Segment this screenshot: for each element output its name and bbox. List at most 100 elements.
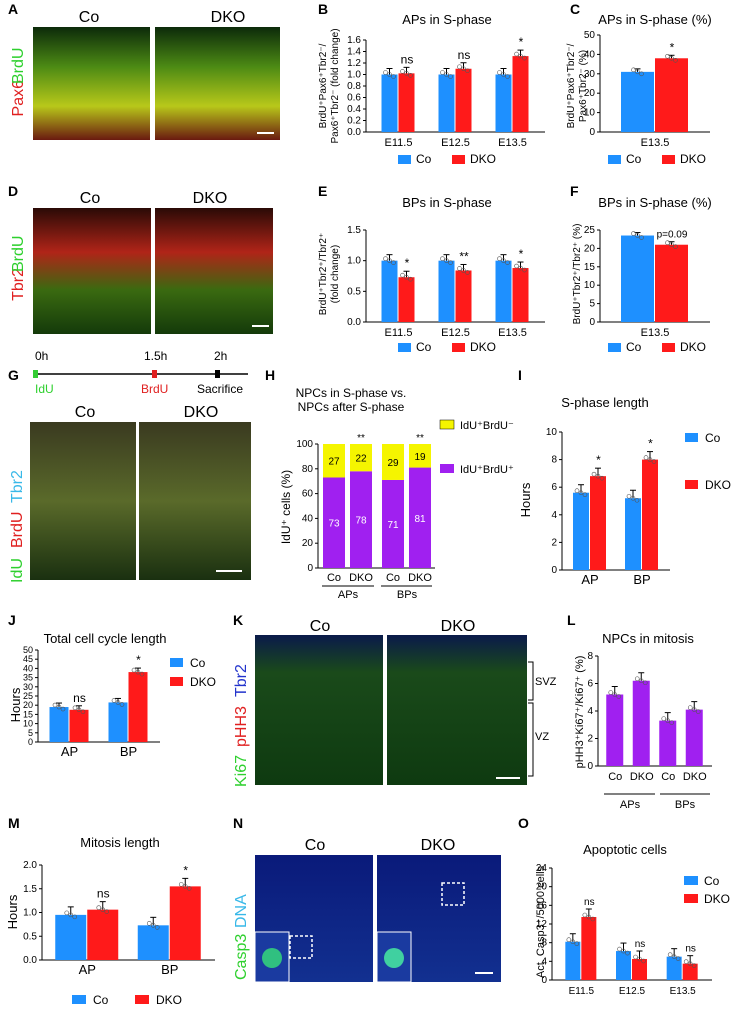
significance-label: * xyxy=(183,863,188,877)
data-point xyxy=(617,946,622,952)
bar-segment xyxy=(382,479,404,568)
y-tick-label: 40 xyxy=(584,49,596,60)
timeline-label: BrdU xyxy=(141,382,168,396)
bar-segment xyxy=(382,444,404,480)
significance-label: * xyxy=(648,437,653,451)
legend-swatch-dko xyxy=(685,480,698,489)
panel-letter: E xyxy=(318,183,327,199)
y-tick-label: 0.8 xyxy=(347,81,361,92)
chart-title: Total cell cycle length xyxy=(44,631,167,646)
data-point xyxy=(104,909,110,914)
data-point xyxy=(638,678,644,684)
y-tick-label: 0.4 xyxy=(347,104,361,115)
bar xyxy=(573,492,589,570)
micrograph-co xyxy=(30,422,136,580)
group-label: BPs xyxy=(397,589,418,601)
bar-segment xyxy=(323,444,345,478)
data-point xyxy=(387,72,392,77)
micrograph-co xyxy=(255,635,383,785)
bar xyxy=(495,260,512,322)
legend-label-dko: DKO xyxy=(704,892,730,906)
data-point xyxy=(497,70,502,75)
bar xyxy=(55,914,87,960)
legend-swatch-dko xyxy=(452,343,465,352)
timeline-time: 0h xyxy=(35,349,48,363)
y-axis-label: BrdU⁺Pax6⁺Tbr2⁻/ xyxy=(566,43,577,128)
x-tick-label: BP xyxy=(161,962,178,977)
data-point xyxy=(56,704,62,710)
data-label: 22 xyxy=(355,454,367,465)
chart-title: BPs in S-phase xyxy=(402,195,492,210)
group-label: APs xyxy=(338,589,359,601)
y-axis-label: Pax6⁺Tbr2⁻ (fold change) xyxy=(330,28,341,143)
data-point xyxy=(400,69,405,74)
y-tick-label: 24 xyxy=(536,863,548,874)
y-tick-label: 15 xyxy=(23,709,33,719)
data-point xyxy=(669,55,674,61)
data-point xyxy=(119,702,125,707)
legend-swatch-dko xyxy=(684,894,698,903)
legend-swatch-co xyxy=(170,658,183,667)
panel-letter: H xyxy=(265,367,275,383)
group-label: APs xyxy=(620,799,641,811)
data-point xyxy=(671,954,677,959)
chart-title: APs in S-phase xyxy=(402,12,492,27)
significance-label: * xyxy=(670,40,675,54)
y-tick-label: 50 xyxy=(23,645,33,655)
data-point xyxy=(52,702,58,708)
chart-title: Apoptotic cells xyxy=(583,842,667,857)
y-tick-label: 16 xyxy=(536,900,548,911)
y-tick-label: 10 xyxy=(546,427,558,438)
bar xyxy=(87,909,119,960)
data-point xyxy=(642,680,648,686)
significance-label: ns xyxy=(401,52,414,66)
significance-label: ** xyxy=(416,433,424,444)
y-tick-label: 1.2 xyxy=(347,58,361,69)
panel-letter: N xyxy=(233,815,243,831)
y-axis-label: (fold change) xyxy=(330,245,341,303)
y-axis-label: IdU⁺ cells (%) xyxy=(279,470,293,544)
data-point xyxy=(154,925,160,930)
micrograph-dko xyxy=(155,27,280,140)
chart-f: 0 5 10 15 20 25 p=0.09 E13.5 xyxy=(584,225,710,339)
x-tick-label: Co xyxy=(608,771,622,783)
legend-label-co: Co xyxy=(626,152,642,166)
y-tick-label: 45 xyxy=(23,654,33,664)
legend-label-co: Co xyxy=(705,431,721,445)
y-tick-label: 1.6 xyxy=(347,35,361,46)
y-tick-label: 80 xyxy=(302,464,314,475)
legend-swatch-co xyxy=(608,343,621,352)
data-point xyxy=(501,258,506,263)
data-point xyxy=(505,74,510,79)
chart-title: S-phase length xyxy=(561,395,648,410)
data-label: 78 xyxy=(355,516,367,527)
panel-letter: D xyxy=(8,183,18,199)
zone-bracket xyxy=(528,661,534,701)
timeline-mark-brdu xyxy=(152,370,157,378)
bar xyxy=(621,235,654,322)
data-point xyxy=(457,64,462,70)
data-label: 29 xyxy=(387,458,399,469)
bar xyxy=(655,58,688,132)
x-tick-label: DKO xyxy=(349,572,373,584)
y-axis-label: BrdU⁺Tbr2⁺/Tbr2⁺ xyxy=(318,233,329,316)
data-point xyxy=(691,707,697,712)
data-point xyxy=(637,956,642,962)
data-point xyxy=(590,916,596,922)
y-axis-label: Act. Casp3⁺/5000 cells xyxy=(535,865,547,978)
column-label: Co xyxy=(79,9,100,26)
bar xyxy=(137,925,169,960)
bar xyxy=(642,459,658,570)
y-tick-label: 12 xyxy=(536,919,548,930)
stain-label-red: Pax6 xyxy=(10,80,27,117)
data-point xyxy=(630,495,636,501)
y-tick-label: 1.0 xyxy=(23,908,37,919)
y-tick-label: 0 xyxy=(589,127,595,138)
y-tick-label: 30 xyxy=(584,69,596,80)
x-tick-label: Co xyxy=(327,572,341,584)
panel-letter: B xyxy=(318,1,328,17)
bar xyxy=(381,74,398,132)
legend-label-dko: DKO xyxy=(705,478,731,492)
data-point xyxy=(647,457,653,462)
data-point xyxy=(186,886,192,891)
